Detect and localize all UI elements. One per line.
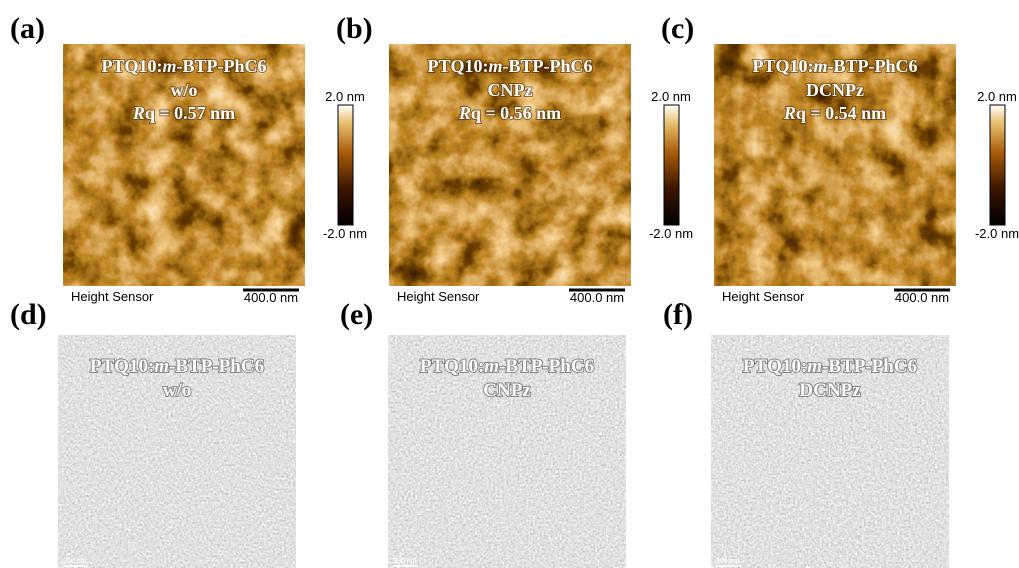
color-bar	[663, 104, 680, 226]
sample-prefix: PTQ10:	[743, 356, 807, 377]
tem-panel: (e) PTQ10:m-BTP-PhC6 CNPz 200 nm	[340, 298, 626, 568]
sample-italic: m	[488, 56, 502, 76]
rq-symbol: R	[458, 103, 471, 123]
panel-label: (e)	[340, 298, 373, 331]
panel-label: (c)	[661, 12, 694, 45]
sample-prefix: PTQ10:	[752, 56, 813, 76]
color-max: 2.0 nm	[325, 89, 365, 104]
rq-symbol: R	[783, 103, 796, 123]
sample-name: PTQ10:m-BTP-PhC6	[752, 56, 917, 76]
sample-suffix: -BTP-PhC6	[822, 356, 917, 377]
sample-suffix: -BTP-PhC6	[177, 56, 267, 76]
sample-prefix: PTQ10:	[90, 356, 154, 377]
sample-name: PTQ10:m-BTP-PhC6	[427, 56, 592, 76]
color-min: -2.0 nm	[323, 226, 367, 241]
rq-text: q = 0.54 nm	[796, 103, 886, 123]
channel: Height Sensor	[397, 289, 480, 304]
rq-symbol: R	[132, 103, 145, 123]
sample-italic: m	[484, 356, 499, 377]
scale-label: 200 nm	[716, 558, 740, 565]
scale-label: 400.0 nm	[895, 290, 949, 305]
sample-prefix: PTQ10:	[101, 56, 162, 76]
tem-image	[388, 335, 626, 568]
sample-italic: m	[154, 356, 169, 377]
color-min: -2.0 nm	[975, 226, 1019, 241]
sample-prefix: PTQ10:	[420, 356, 484, 377]
sample-prefix: PTQ10:	[427, 56, 488, 76]
additive: DCNPz	[806, 80, 864, 100]
channel: Height Sensor	[722, 289, 805, 304]
sample-suffix: -BTP-PhC6	[503, 56, 593, 76]
afm-panel: (b) PTQ10:m-BTP-PhC6 CNPz Rq = 0.56 nm 2.0 n…	[336, 12, 693, 305]
tem-image	[711, 335, 949, 568]
sample-name: PTQ10:m-BTP-PhC6	[420, 356, 594, 377]
additive: CNPz	[483, 380, 531, 401]
color-min: -2.0 nm	[649, 226, 693, 241]
additive: DCNPz	[799, 380, 861, 401]
roughness: Rq = 0.54 nm	[783, 103, 886, 123]
sample-name: PTQ10:m-BTP-PhC6	[743, 356, 917, 377]
roughness: Rq = 0.56 nm	[458, 103, 561, 123]
color-max: 2.0 nm	[651, 89, 691, 104]
afm-image	[714, 44, 956, 286]
panel-label: (b)	[336, 12, 373, 45]
scale-label: 400.0 nm	[570, 290, 624, 305]
roughness: Rq = 0.57 nm	[132, 103, 235, 123]
sample-suffix: -BTP-PhC6	[828, 56, 918, 76]
tem-image	[58, 335, 296, 568]
color-bar	[989, 104, 1006, 226]
afm-image	[63, 44, 305, 286]
panel-label: (f)	[663, 298, 693, 331]
additive: w/o	[171, 80, 198, 100]
scale-label: 400.0 nm	[244, 290, 298, 305]
scale-label: 200 nm	[63, 558, 87, 565]
rq-text: q = 0.57 nm	[145, 103, 235, 123]
rq-text: q = 0.56 nm	[471, 103, 561, 123]
tem-panel: (f) PTQ10:m-BTP-PhC6 DCNPz 200 nm	[663, 298, 949, 568]
panel-label: (a)	[10, 12, 45, 45]
sample-suffix: -BTP-PhC6	[499, 356, 594, 377]
additive: CNPz	[488, 80, 533, 100]
color-max: 2.0 nm	[977, 89, 1017, 104]
sample-name: PTQ10:m-BTP-PhC6	[90, 356, 264, 377]
afm-image	[389, 44, 631, 286]
afm-panel: (c) PTQ10:m-BTP-PhC6 DCNPz Rq = 0.54 nm 2.0 …	[661, 12, 1019, 305]
channel: Height Sensor	[71, 289, 154, 304]
tem-panel: (d) PTQ10:m-BTP-PhC6 w/o 200 nm	[10, 298, 296, 568]
scale-label: 200 nm	[393, 558, 417, 565]
sample-suffix: -BTP-PhC6	[169, 356, 264, 377]
sample-italic: m	[813, 56, 827, 76]
additive: w/o	[163, 380, 192, 401]
color-bar	[337, 104, 354, 226]
sample-italic: m	[807, 356, 822, 377]
sample-italic: m	[162, 56, 176, 76]
panel-label: (d)	[10, 298, 47, 331]
sample-name: PTQ10:m-BTP-PhC6	[101, 56, 266, 76]
afm-panel: (a) PTQ10:m-BTP-PhC6 w/o Rq = 0.57 nm 2.0 nm…	[10, 12, 367, 305]
